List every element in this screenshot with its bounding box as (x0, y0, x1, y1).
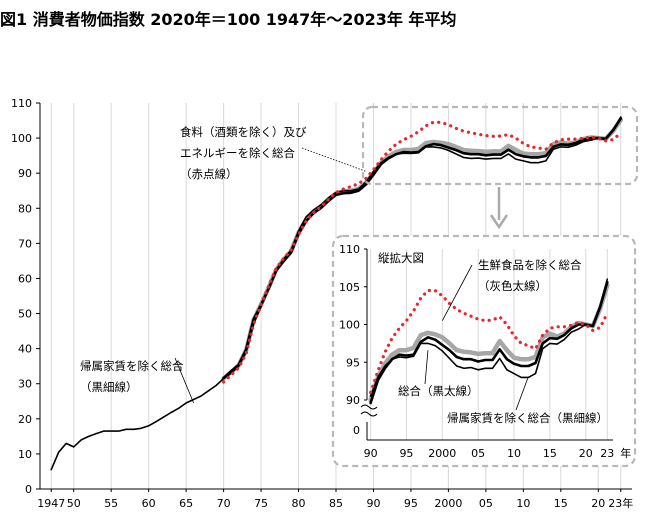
inset-x-tick-label: 20 (579, 447, 593, 460)
inset-x-tick-label: 10 (507, 447, 521, 460)
x-tick-label: 23年 (608, 496, 633, 510)
chart-title: 図1 消費者物価指数 2020年＝100 1947年～2023年 年平均 (0, 10, 457, 29)
y-tick-label: 70 (18, 237, 32, 250)
y-tick-label: 80 (18, 202, 32, 215)
inset-series-excl-imputed-rent (369, 278, 609, 397)
zoom-callout (361, 105, 639, 230)
inset-x-tick-label: 90 (364, 447, 378, 460)
x-tick-label: 50 (67, 497, 81, 510)
inset-label-excl-fresh-food: 生鮮食品を除く総合（灰色太線） (478, 258, 582, 293)
y-tick-label: 50 (18, 308, 32, 321)
inset-y-tick-label: 100 (339, 319, 360, 332)
y-tick-label: 110 (11, 97, 32, 110)
inset-leader-excl-fresh-food (441, 264, 473, 321)
x-tick-label: 60 (142, 497, 156, 510)
x-tick-label: 70 (217, 497, 231, 510)
main-series-labels: 食料（酒類を除く）及びエネルギーを除く総合（赤点線） 帰属家賃を除く総合（黒細線） (80, 125, 367, 404)
inset-leader-total (424, 350, 429, 385)
y-tick-label: 100 (11, 132, 32, 145)
inset-x-tick-label: 05 (471, 447, 485, 460)
y-tick-label: 10 (18, 448, 32, 461)
main-series (50, 116, 624, 471)
y-tick-label: 20 (18, 413, 32, 426)
inset-frame (331, 234, 637, 468)
zoom-arrow-head (489, 214, 509, 230)
zoom-source-box (361, 105, 639, 186)
label-excl-food-energy: 食料（酒類を除く）及びエネルギーを除く総合（赤点線） (180, 125, 307, 181)
x-tick-label: 95 (404, 497, 418, 510)
inset-x-tick-label: 15 (543, 447, 557, 460)
y-tick-label: 40 (18, 343, 32, 356)
inset-x-tick-label: 95 (399, 447, 413, 460)
x-tick-label: 1947 (37, 497, 65, 510)
x-tick-label: 20 (591, 497, 605, 510)
inset-y-tick-label: 110 (339, 243, 360, 256)
y-tick-label: 60 (18, 272, 32, 285)
x-tick-label: 65 (179, 497, 193, 510)
inset-x-unit-label: 年 (620, 446, 631, 460)
main-series-total (222, 117, 623, 380)
y-tick-label: 90 (18, 167, 32, 180)
y-tick-label: 0 (25, 483, 32, 496)
x-tick-label: 10 (516, 497, 530, 510)
inset-axis-break (360, 404, 378, 410)
inset-y-tick-label: 90 (346, 394, 360, 407)
x-tick-label: 90 (366, 497, 380, 510)
x-tick-label: 85 (329, 497, 343, 510)
x-tick-label: 75 (254, 497, 268, 510)
inset-label-excl-imputed-rent: 帰属家賃を除く総合（黒細線） (447, 411, 608, 425)
main-series-excl-food-energy (222, 120, 623, 384)
main-series-excl-imputed-rent (50, 116, 622, 471)
x-tick-label: 80 (292, 497, 306, 510)
inset-y-zero-label: 0 (353, 424, 360, 437)
inset-y-tick-label: 105 (339, 281, 360, 294)
inset-x-tick-label: 23 (600, 447, 614, 460)
leader-excl-imputed-rent (174, 357, 194, 404)
inset-x-tick-label: 2000 (428, 447, 456, 460)
inset-y-tick-label: 95 (346, 356, 360, 369)
inset-series-total (369, 280, 609, 405)
inset-leader-excl-imputed-rent (515, 376, 529, 411)
inset-series-excl-food-energy (369, 288, 609, 394)
x-tick-label: 15 (554, 497, 568, 510)
label-excl-imputed-rent: 帰属家賃を除く総合（黒細線） (80, 359, 184, 394)
inset-axis-break (360, 411, 378, 417)
x-tick-label: 2000 (434, 497, 462, 510)
x-tick-label: 05 (479, 497, 493, 510)
x-tick-label: 55 (104, 497, 118, 510)
inset-label-total: 総合（黒太線） (398, 384, 479, 398)
y-tick-label: 30 (18, 378, 32, 391)
inset-chart: 90 95 100 105 110 0 90 95 2000 05 10 15 20 23 年 縦拡大図生鮮食… (331, 234, 637, 468)
inset-title: 縦拡大図 (378, 251, 424, 265)
leader-excl-food-energy (301, 147, 367, 172)
